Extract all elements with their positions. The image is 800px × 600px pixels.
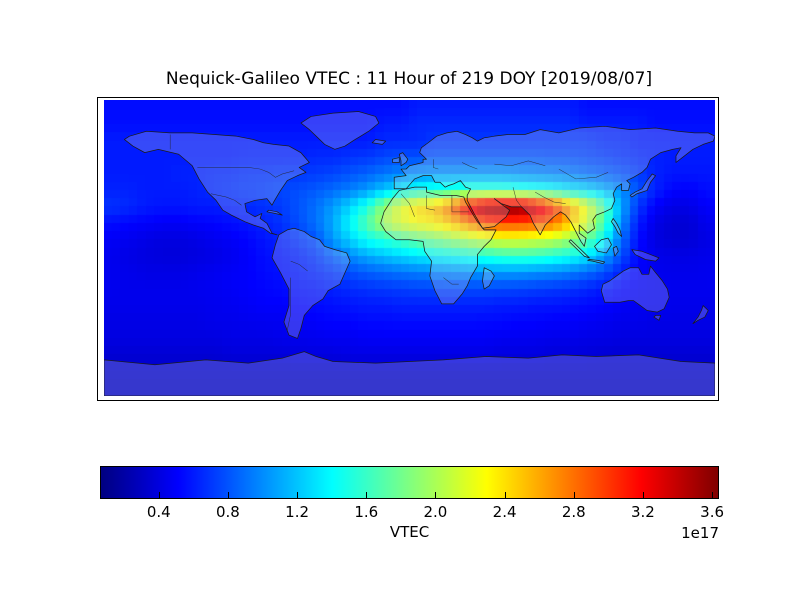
colorbar-tick-label: 0.8 [215, 503, 240, 521]
colorbar-tick [642, 492, 644, 498]
colorbar-tick-label: 3.2 [630, 503, 655, 521]
colorbar-tick-label: 1.6 [354, 503, 379, 521]
colorbar-tick [366, 492, 368, 498]
continent-shapes [104, 111, 715, 396]
new-zealand-shape [692, 305, 709, 325]
colorbar-tick [158, 492, 160, 498]
south-america-shape [271, 227, 351, 339]
britain-shape [398, 152, 409, 167]
world-coastlines-svg [104, 111, 715, 396]
japan-shape [629, 173, 656, 198]
tasmania-shape [653, 315, 662, 321]
colorbar-tick [435, 492, 437, 498]
africa-shape [380, 186, 497, 305]
country-border-lines [169, 134, 609, 331]
philippines-shape [611, 218, 623, 237]
sumatra-shape [568, 239, 590, 259]
plot-title: Nequick-Galileo VTEC : 11 Hour of 219 DO… [165, 69, 653, 89]
colorbar-offset-label: 1e17 [681, 524, 719, 542]
colorbar-tick [227, 492, 229, 498]
colorbar-tick-label: 2.0 [423, 503, 448, 521]
colorbar-tick-label: 0.4 [146, 503, 171, 521]
iceland-shape [371, 139, 387, 145]
colorbar-tick-label: 2.4 [492, 503, 517, 521]
java-shape [587, 259, 606, 264]
colorbar-tick-label: 2.8 [561, 503, 586, 521]
australia-shape [600, 265, 670, 313]
colorbar-title: VTEC [389, 523, 430, 541]
colorbar-tick [712, 492, 714, 498]
borneo-shape [594, 237, 612, 254]
greenland-shape [300, 111, 380, 150]
sulawesi-shape [612, 245, 619, 257]
eurasia-shape [393, 125, 715, 247]
madagascar-shape [482, 267, 495, 290]
colorbar-tick [297, 492, 299, 498]
colorbar-tick-label: 1.2 [285, 503, 310, 521]
colorbar [100, 466, 719, 499]
new-guinea-shape [631, 249, 660, 262]
colorbar-tick [573, 492, 575, 498]
cuba-shape [266, 209, 283, 216]
antarctica-shape [104, 351, 715, 396]
north-america-shape [123, 130, 310, 236]
ireland-shape [392, 157, 400, 163]
colorbar-tick [504, 492, 506, 498]
colorbar-tick-label: 3.6 [700, 503, 725, 521]
